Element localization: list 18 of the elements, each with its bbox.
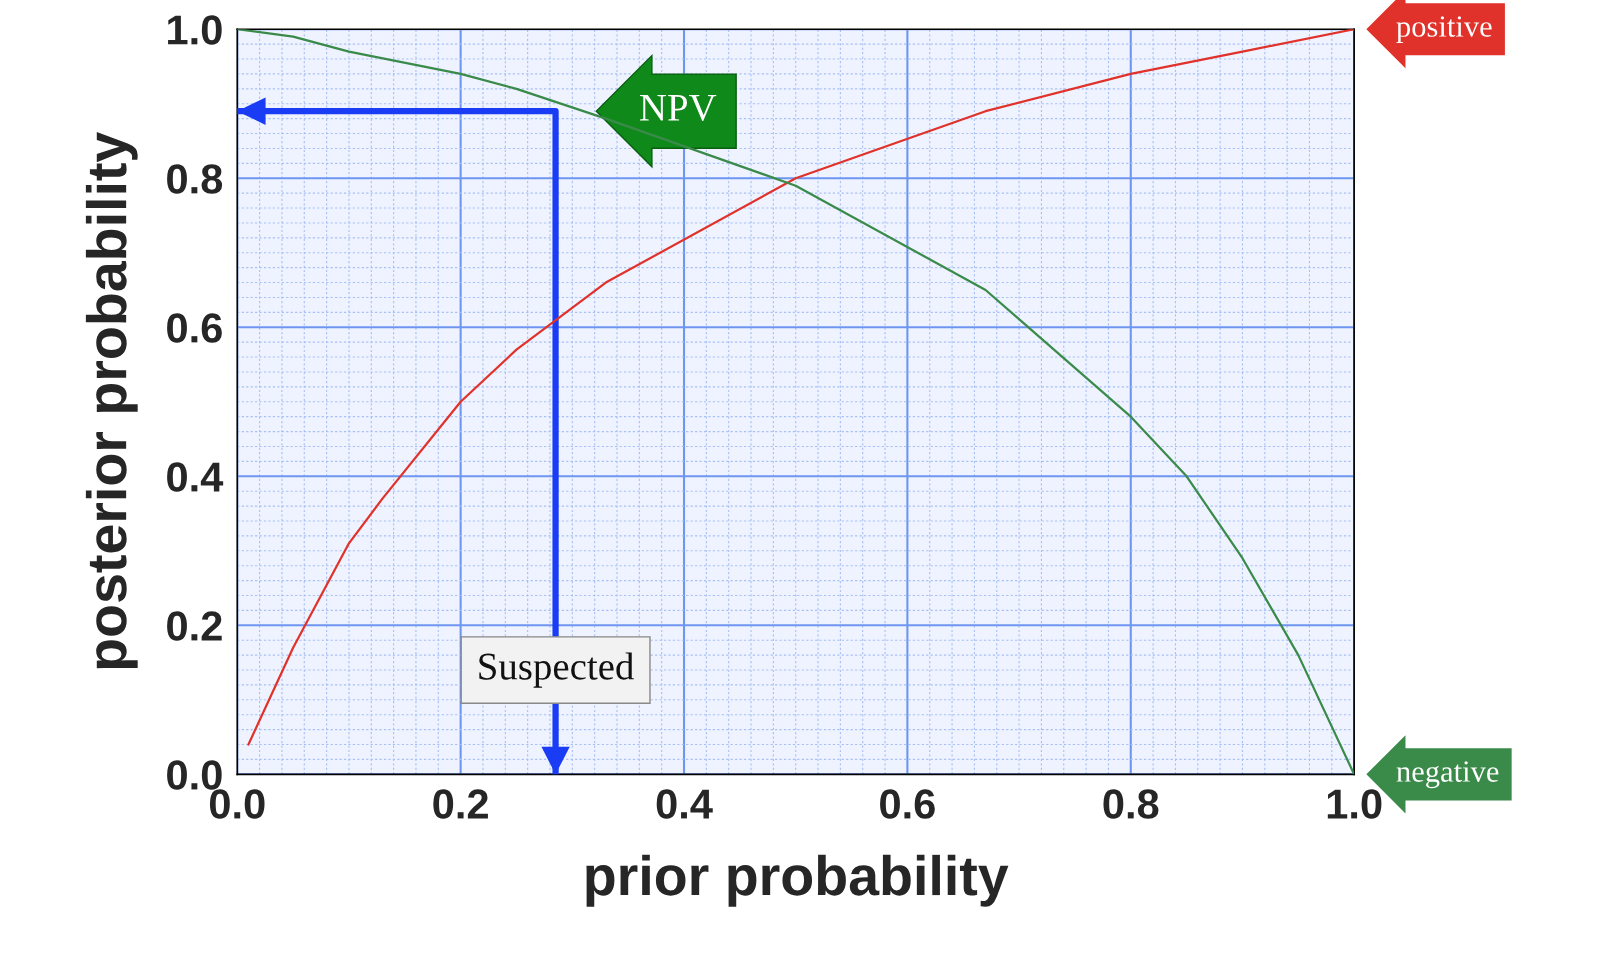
y-tick-label: 0.6 bbox=[167, 313, 222, 343]
y-tick-label: 0.0 bbox=[167, 760, 222, 790]
series-label: negative bbox=[1396, 761, 1499, 789]
x-tick-label: 0.8 bbox=[1103, 789, 1159, 819]
y-axis-title: posterior probability bbox=[85, 131, 138, 669]
x-tick-label: 0.2 bbox=[433, 789, 488, 819]
x-tick-label: 0.0 bbox=[209, 789, 265, 819]
x-tick-label: 0.4 bbox=[656, 789, 713, 819]
annotation: NPV bbox=[640, 95, 717, 122]
annotation: Suspected bbox=[479, 652, 634, 688]
y-tick-label: 1.0 bbox=[168, 15, 222, 45]
series-label: positive bbox=[1396, 16, 1492, 44]
y-tick-label: 0.2 bbox=[167, 611, 222, 641]
x-tick-label: 1.0 bbox=[1327, 789, 1382, 819]
y-tick-label: 0.4 bbox=[167, 462, 224, 492]
x-axis-title: prior probability bbox=[586, 854, 1009, 907]
y-tick-label: 0.8 bbox=[167, 164, 223, 194]
x-tick-label: 0.6 bbox=[880, 789, 935, 819]
